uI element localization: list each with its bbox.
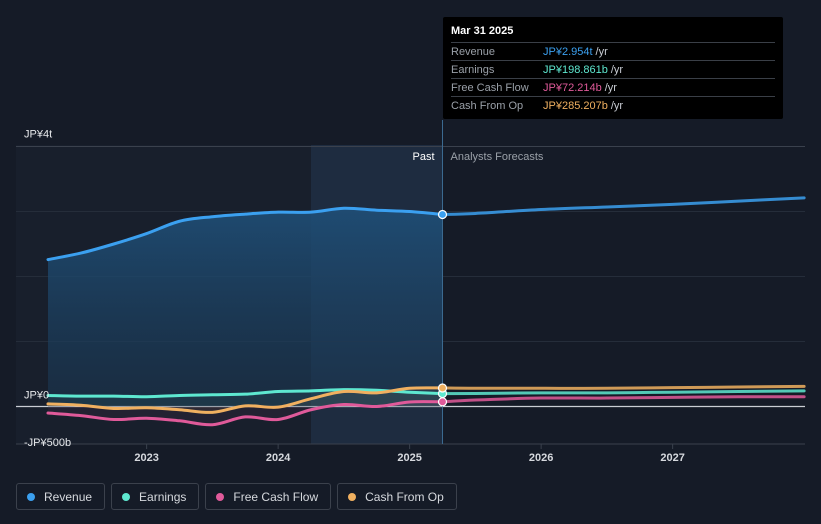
legend-item-cash-from-op[interactable]: Cash From Op [337,483,457,510]
tooltip-rows: Revenue JP¥2.954t/yr Earnings JP¥198.861b/y… [451,42,775,114]
free-cash-flow-line-past [46,400,444,427]
earnings-line-past [46,388,444,399]
tooltip-row-unit: /yr [604,81,617,94]
tooltip-row-value: JP¥285.207b [543,99,608,112]
tooltip-row-label: Revenue [451,45,496,58]
legend-dot-icon [348,492,357,501]
legend-item-free-cash-flow[interactable]: Free Cash Flow [205,483,332,510]
revenue-line-forecast [441,196,806,216]
cash-from-op-marker [437,383,448,393]
tooltip-date: Mar 31 2025 [451,25,514,37]
x-tick-label: 2024 [266,452,291,464]
y-axis-labels: JP¥4t JP¥0 -JP¥500b [24,129,71,450]
tooltip-row-label: Cash From Op [451,99,524,112]
y-axis-label: JP¥4t [24,129,52,141]
tooltip-row-unit: /yr [595,45,608,58]
tooltip-row-label: Earnings [451,63,495,76]
legend-label: Revenue [44,489,93,504]
series-area [48,387,443,413]
legend-item-revenue[interactable]: Revenue [16,483,106,510]
tooltip-row-value: JP¥72.214b [543,81,602,94]
cash-from-op-line-past [46,386,444,414]
legend-dot-icon [27,492,35,501]
cash-from-op-line-forecast [441,384,806,390]
series-area [48,389,443,407]
free-cash-flow-marker [437,397,448,407]
legend-label: Free Cash Flow [233,489,319,504]
tooltip-row: Free Cash Flow JP¥72.214b/yr [451,78,775,96]
tooltip-row-unit: /yr [610,99,624,112]
tooltip-row-value: JP¥198.861b [543,63,608,76]
tooltip-row: Earnings JP¥198.861b/yr [451,60,775,78]
y-axis-label: -JP¥500b [24,437,71,449]
free-cash-flow-line-forecast [441,395,806,404]
x-tick-label: 2023 [134,452,158,464]
legend-label: Earnings [139,489,187,504]
x-tick-label: 2027 [660,452,684,464]
legend-item-earnings[interactable]: Earnings [111,483,200,510]
tooltip-row-value: JP¥2.954t [543,45,593,58]
legend-dot-icon [122,492,131,501]
tooltip-row: Revenue JP¥2.954t/yr [451,42,775,60]
data-tooltip: Mar 31 2025 Revenue JP¥2.954t/yr Earnings J… [443,17,783,119]
y-axis-label: JP¥0 [24,390,49,402]
tooltip-row: Cash From Op JP¥285.207b/yr [451,96,775,114]
series-markers [437,209,448,407]
chart-legend: Revenue Earnings Free Cash Flow Cash From O… [16,483,457,510]
x-tick-label: 2026 [529,452,553,464]
forecast-label: Analysts Forecasts [451,151,544,163]
revenue-area-past [48,208,443,407]
revenue-line-past [46,206,444,262]
series-lines [46,196,806,427]
x-axis-ticks: 2023 2024 2025 2026 2027 [134,444,685,464]
x-tick-label: 2025 [397,452,421,464]
earnings-line-forecast [441,389,806,396]
past-label: Past [412,151,434,163]
revenue-marker [437,209,448,220]
legend-label: Cash From Op [365,489,444,504]
legend-dot-icon [216,492,225,501]
tooltip-row-label: Free Cash Flow [451,81,529,94]
tooltip-row-unit: /yr [610,63,624,76]
